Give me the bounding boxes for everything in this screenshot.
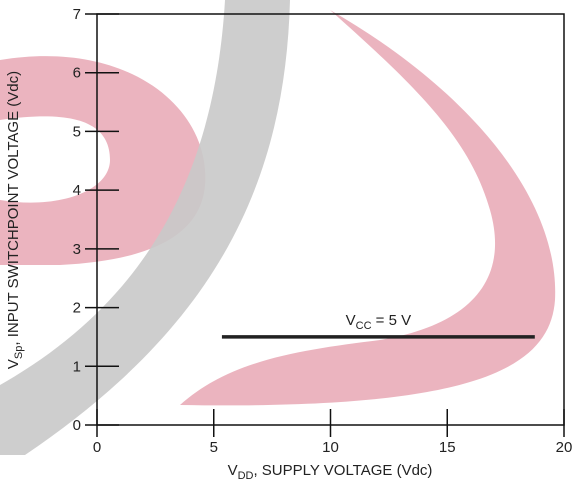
- label-subscript: CC: [356, 320, 372, 332]
- label-part: = 5 V: [372, 312, 412, 329]
- x-tick-label: 20: [556, 439, 573, 456]
- x-tick-label: 10: [322, 439, 339, 456]
- label-part: V: [346, 312, 356, 329]
- watermark: [0, 0, 555, 455]
- y-tick-label: 7: [73, 6, 81, 23]
- x-tick-label: 15: [439, 439, 456, 456]
- x-axis-label: VDD, SUPPLY VOLTAGE (Vdc): [228, 462, 433, 482]
- label-part: V: [228, 462, 238, 479]
- y-tick-label: 5: [73, 123, 81, 140]
- label-subscript: Sp: [13, 346, 25, 359]
- annotation: VCC = 5 V: [346, 312, 412, 332]
- label-part: , INPUT SWITCHPOINT VOLTAGE (Vdc): [5, 71, 22, 346]
- x-tick-label: 5: [210, 439, 218, 456]
- label-part: , SUPPLY VOLTAGE (Vdc): [253, 462, 432, 479]
- y-tick-label: 4: [73, 182, 81, 199]
- label-subscript: DD: [238, 470, 254, 482]
- y-tick-label: 0: [73, 417, 81, 434]
- y-tick-label: 1: [73, 358, 81, 375]
- chart: VDD, SUPPLY VOLTAGE (Vdc) VSp, INPUT SWI…: [0, 0, 580, 493]
- y-tick-label: 3: [73, 241, 81, 258]
- y-tick-label: 6: [73, 65, 81, 82]
- label-part: V: [5, 359, 22, 369]
- y-tick-label: 2: [73, 300, 81, 317]
- x-tick-label: 0: [93, 439, 101, 456]
